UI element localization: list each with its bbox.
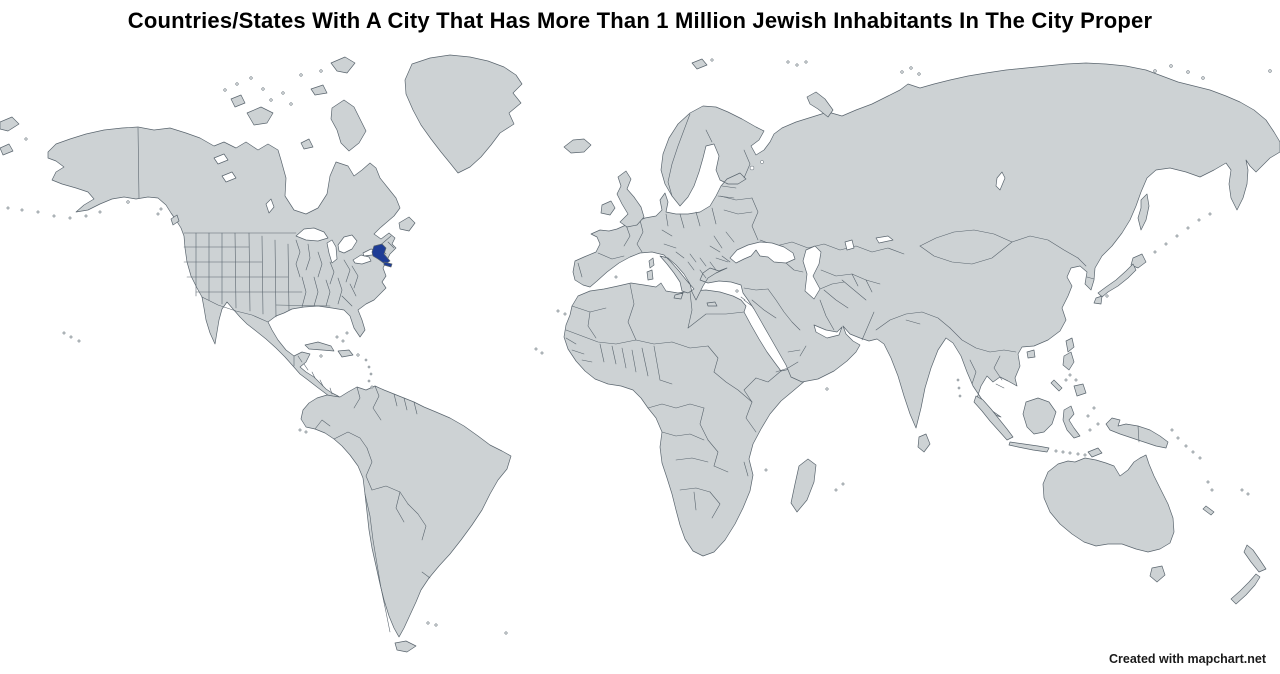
lake-superior (295, 227, 329, 242)
lakes-and-seas (213, 153, 1006, 339)
island-ellesmere (330, 56, 356, 74)
island-southampton (300, 138, 314, 150)
country-borders (137, 113, 1095, 633)
island-new-guinea (1105, 417, 1169, 449)
island-new-zealand-south (1230, 573, 1261, 605)
region-north-america[interactable] (47, 126, 401, 404)
island-new-zealand-north (1243, 544, 1267, 573)
island-borneo (1022, 397, 1057, 435)
lake-balkhash (875, 235, 894, 244)
region-south-america[interactable] (300, 385, 512, 638)
great-slave-lake (221, 171, 237, 183)
island-hispaniola (337, 349, 354, 358)
caspian-sea (802, 245, 822, 300)
region-greenland[interactable] (404, 54, 523, 174)
small-islands (6, 58, 1272, 635)
island-sardinia (646, 269, 654, 281)
highlighted-region-new-york[interactable] (371, 243, 393, 268)
island-chukotka-edge-1 (0, 116, 20, 132)
region-eurasia[interactable] (572, 62, 1280, 429)
island-sulawesi (1062, 405, 1081, 439)
border-new-guinea (1137, 425, 1140, 443)
landmasses[interactable] (47, 54, 1280, 638)
island-iceland (563, 138, 592, 154)
island-baffin (330, 99, 367, 152)
island-ireland (600, 200, 616, 216)
island-banks (230, 94, 246, 108)
island-hokkaido (1130, 253, 1147, 269)
island-mindanao (1073, 383, 1087, 397)
island-cuba (304, 341, 335, 352)
island-luzon (1062, 351, 1075, 371)
island-vancouver (170, 214, 180, 226)
island-java (1008, 441, 1050, 453)
lake-erie (352, 254, 372, 265)
region-new-york-long-island (383, 261, 393, 268)
island-corsica (648, 257, 655, 269)
lake-winnipeg (265, 198, 275, 214)
attribution-label: Created with mapchart.net (1109, 652, 1266, 666)
persian-gulf (813, 324, 843, 339)
island-crete (706, 301, 718, 307)
island-newfoundland (398, 216, 416, 232)
island-kyushu (1093, 295, 1103, 305)
island-svalbard (691, 58, 708, 70)
island-hainan (1026, 349, 1036, 359)
island-great-britain (616, 170, 645, 228)
region-new-york (371, 243, 391, 265)
island-taiwan (1065, 337, 1075, 353)
black-sea (729, 241, 796, 264)
island-madagascar (790, 458, 817, 513)
great-bear-lake (213, 153, 229, 165)
lake-michigan (326, 239, 338, 264)
island-victoria (246, 106, 274, 126)
island-tierra-del-fuego (394, 640, 417, 653)
island-honshu (1097, 263, 1137, 298)
island-devon (310, 84, 328, 96)
island-tasmania (1149, 565, 1166, 583)
island-timor (1087, 447, 1103, 458)
island-palawan (1050, 379, 1063, 392)
island-sumatra (973, 395, 1014, 441)
lake-huron (337, 234, 358, 254)
island-novaya-zemlya (806, 91, 834, 118)
aral-sea (844, 239, 855, 251)
region-australia[interactable] (1042, 454, 1175, 553)
island-chukotka-edge-2 (0, 143, 14, 156)
island-new-caledonia (1202, 505, 1215, 516)
island-sakhalin (1137, 193, 1150, 231)
lake-baikal (995, 171, 1006, 191)
page-title: Countries/States With A City That Has Mo… (127, 8, 1153, 33)
island-sri-lanka (917, 433, 931, 453)
islands[interactable] (0, 56, 1267, 653)
island-sicily (673, 292, 684, 300)
